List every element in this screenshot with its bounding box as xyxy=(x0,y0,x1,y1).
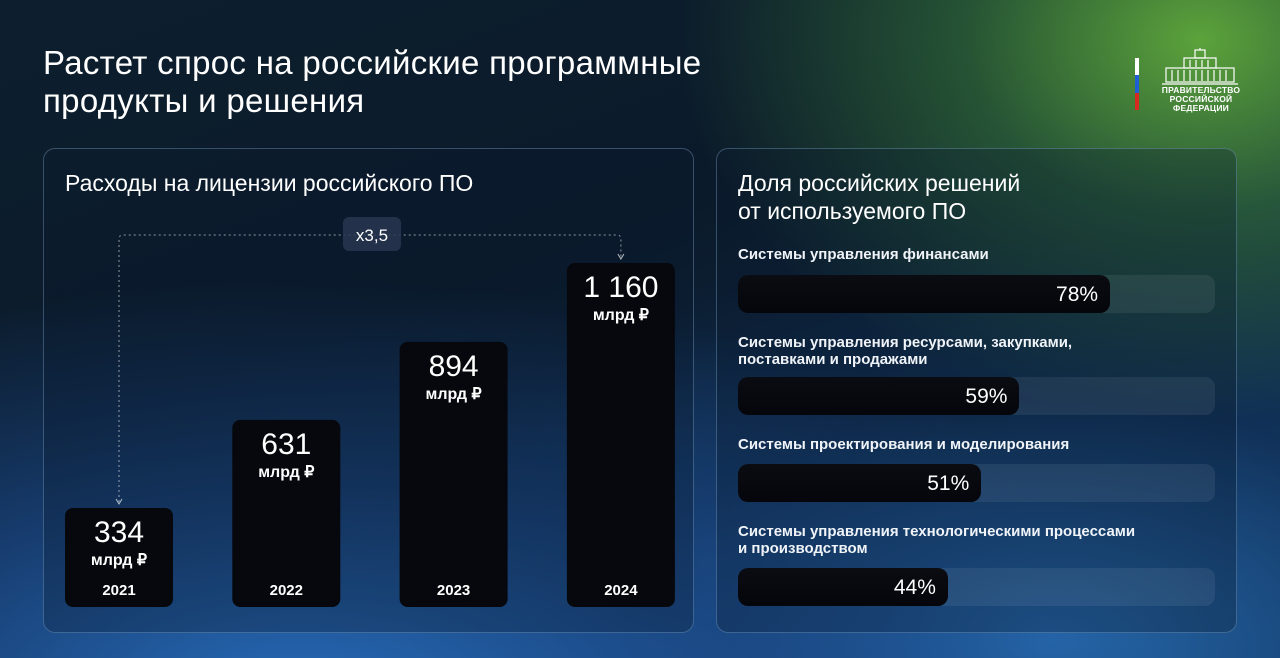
emblem-text: ПРАВИТЕЛЬСТВО РОССИЙСКОЙ ФЕДЕРАЦИИ xyxy=(1156,86,1246,113)
emblem-text-line-1: ПРАВИТЕЛЬСТВО xyxy=(1161,85,1241,95)
bar-value-2023: 894 xyxy=(429,350,479,383)
bar-unit-2022: млрд ₽ xyxy=(258,464,314,481)
bar-2022 xyxy=(232,419,341,607)
bar-unit-2021: млрд ₽ xyxy=(91,552,147,569)
government-emblem: ПРАВИТЕЛЬСТВО РОССИЙСКОЙ ФЕДЕРАЦИИ xyxy=(1128,44,1248,116)
bar-2023 xyxy=(399,341,508,607)
bracket-arrow-right xyxy=(617,253,625,260)
page-title: Растет спрос на российские программные п… xyxy=(43,44,843,120)
share-row-label-4-line-1: Системы управления технологическими проц… xyxy=(738,523,1136,540)
share-bar-3: 51% xyxy=(738,464,982,502)
growth-multiplier-label: x3,5 xyxy=(356,226,388,245)
growth-multiplier-badge xyxy=(343,217,401,251)
share-row-label-4: Системы управления технологическими проц… xyxy=(738,523,1158,557)
share-value-2: 59% xyxy=(965,385,1008,408)
license-spending-chart: 334 млрд ₽ 2021 631 млрд ₽ 2022 894 млрд ₽ 2023 1… xyxy=(65,217,675,607)
bar-value-2021: 334 xyxy=(94,516,144,549)
bar-category-2023: 2023 xyxy=(437,582,470,599)
share-value-3: 51% xyxy=(927,472,970,495)
growth-bracket xyxy=(118,234,622,502)
share-track-3: 51% xyxy=(738,464,1215,502)
emblem-text-line-3: ФЕДЕРАЦИИ xyxy=(1173,103,1229,113)
page-title-line-1: Растет спрос на российские программные xyxy=(43,44,702,81)
domestic-share-title-line-2: от используемого ПО xyxy=(738,198,967,224)
share-row-label-1-line-1: Системы управления финансами xyxy=(738,246,989,263)
domestic-share-panel: Доля российских решений от используемого… xyxy=(716,148,1237,633)
bar-value-2024: 1 160 xyxy=(583,271,658,304)
bar-category-2022: 2022 xyxy=(270,582,303,599)
share-row-label-3-line-1: Системы проектирования и моделирования xyxy=(738,436,1070,453)
share-row-label-4-line-2: и производством xyxy=(738,540,868,557)
domestic-share-title-line-1: Доля российских решений xyxy=(738,170,1021,196)
bar-unit-2024: млрд ₽ xyxy=(593,307,649,324)
share-track-2: 59% xyxy=(738,377,1215,415)
bar-category-2021: 2021 xyxy=(102,582,135,599)
share-row-label-3: Системы проектирования и моделирования xyxy=(738,436,1158,453)
domestic-share-title: Доля российских решений от используемого… xyxy=(738,169,1138,225)
russian-flag-icon xyxy=(1135,58,1139,110)
bar-2021 xyxy=(65,507,173,607)
bar-2024 xyxy=(566,263,675,607)
license-spending-panel: Расходы на лицензии российского ПО 334 мл… xyxy=(43,148,694,633)
share-track-1: 78% xyxy=(738,275,1215,313)
share-bar-1: 78% xyxy=(738,275,1111,313)
share-row-label-2-line-1: Системы управления ресурсами, закупками, xyxy=(738,334,1073,351)
share-bar-4: 44% xyxy=(738,568,948,606)
emblem-text-line-2: РОССИЙСКОЙ xyxy=(1169,94,1233,104)
bar-unit-2023: млрд ₽ xyxy=(426,386,482,403)
license-spending-title: Расходы на лицензии российского ПО xyxy=(65,170,474,196)
bracket-arrow-left xyxy=(115,498,123,505)
bar-value-2022: 631 xyxy=(261,428,311,461)
share-value-4: 44% xyxy=(893,576,936,599)
page-title-line-2: продукты и решения xyxy=(43,82,365,119)
share-value-1: 78% xyxy=(1056,283,1099,306)
share-bar-2: 59% xyxy=(738,377,1020,415)
share-row-label-1: Системы управления финансами xyxy=(738,246,1158,263)
share-track-4: 44% xyxy=(738,568,1215,606)
share-row-label-2: Системы управления ресурсами, закупками,… xyxy=(738,334,1158,368)
share-row-label-2-line-2: поставками и продажами xyxy=(738,351,928,368)
government-building-icon xyxy=(1162,48,1238,85)
bar-category-2024: 2024 xyxy=(604,582,638,599)
